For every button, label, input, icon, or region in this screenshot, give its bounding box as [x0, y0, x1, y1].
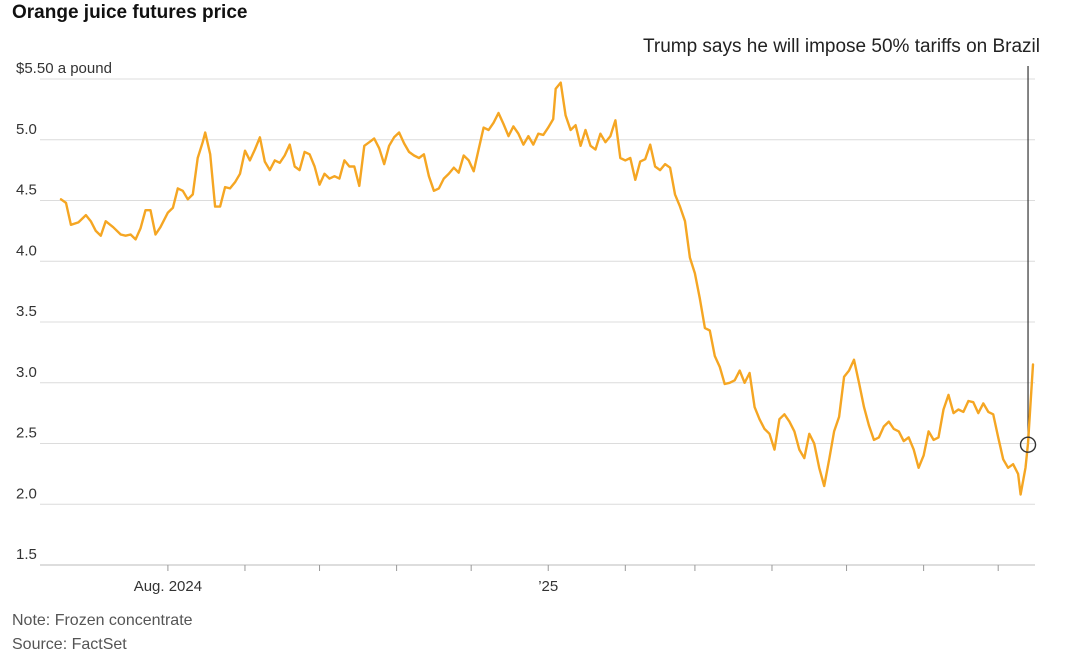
price-line: [59, 81, 1035, 496]
chart-note: Note: Frozen concentrate: [12, 612, 193, 629]
annotation: Trump says he will impose 50% tariffs on…: [643, 36, 1040, 437]
y-axis: $5.50 a pound 5.0 4.5 4.0 3.5 3.0 2.5 2.0 1.5: [16, 60, 112, 563]
x-tick-label: Aug. 2024: [134, 578, 202, 595]
y-tick-label: 5.0: [16, 121, 37, 138]
y-tick-label: 4.0: [16, 242, 37, 259]
x-tick-label: ’25: [538, 578, 558, 595]
y-tick-label: 1.5: [16, 546, 37, 563]
gridlines: [40, 78, 1035, 505]
x-axis: Aug. 2024 ’25: [134, 565, 999, 595]
series-layer: [59, 81, 1035, 496]
chart-source: Source: FactSet: [12, 636, 127, 653]
y-tick-label: 3.5: [16, 303, 37, 320]
y-tick-label: $5.50 a pound: [16, 60, 112, 77]
y-tick-label: 2.0: [16, 485, 37, 502]
annotation-text: Trump says he will impose 50% tariffs on…: [643, 36, 1040, 57]
event-marker-layer: [1019, 436, 1037, 453]
y-tick-label: 2.5: [16, 425, 37, 442]
chart-title: Orange juice futures price: [12, 2, 248, 23]
y-tick-label: 4.5: [16, 182, 37, 199]
y-tick-label: 3.0: [16, 364, 37, 381]
event-marker: [1019, 436, 1037, 453]
